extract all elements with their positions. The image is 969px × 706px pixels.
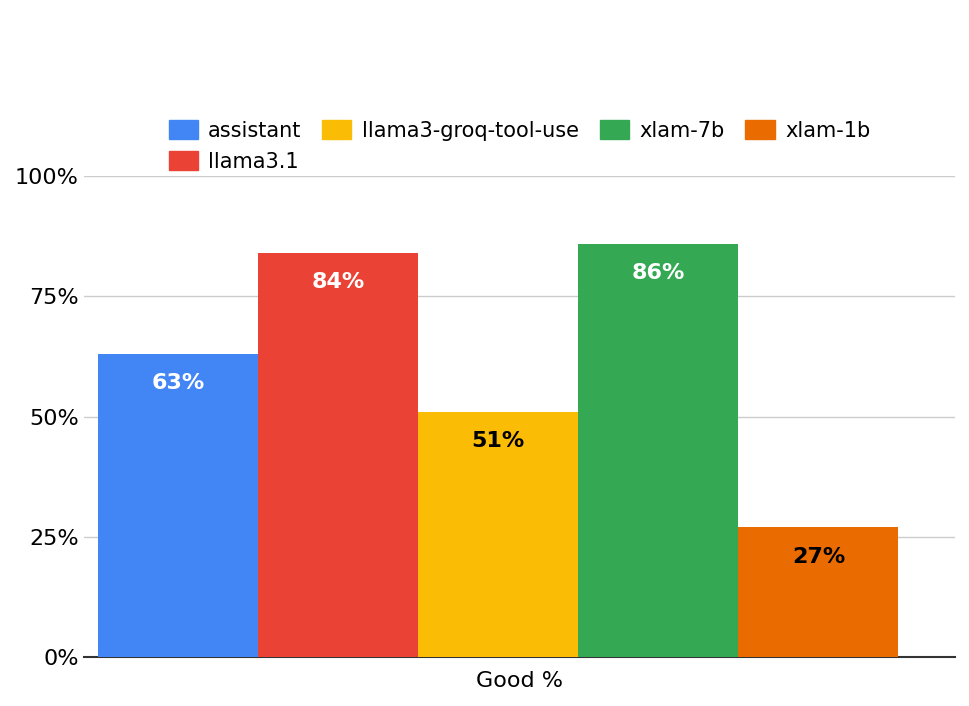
Bar <box>98 354 258 657</box>
Text: 63%: 63% <box>151 373 204 393</box>
X-axis label: Good %: Good % <box>476 671 562 691</box>
Bar <box>258 253 418 657</box>
Bar <box>737 527 897 657</box>
Text: 86%: 86% <box>631 263 684 283</box>
Text: 27%: 27% <box>791 546 844 566</box>
Legend: assistant, llama3.1, llama3-groq-tool-use, xlam-7b, xlam-1b: assistant, llama3.1, llama3-groq-tool-us… <box>158 109 880 182</box>
Text: 84%: 84% <box>311 273 364 292</box>
Bar <box>578 244 737 657</box>
Bar <box>418 412 578 657</box>
Text: 51%: 51% <box>471 431 524 451</box>
